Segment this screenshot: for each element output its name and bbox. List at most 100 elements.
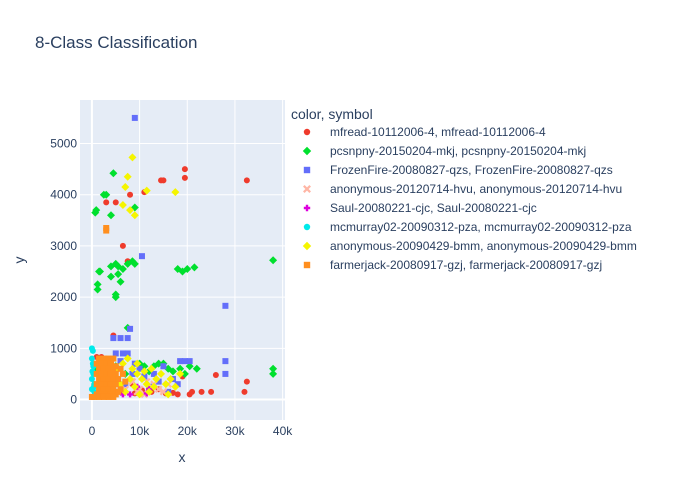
data-point (121, 183, 130, 192)
data-point (112, 350, 119, 357)
legend[interactable]: mfread-10112006-4, mfread-10112006-4 pcsn… (302, 125, 637, 272)
data-point (110, 376, 117, 383)
data-point (107, 370, 114, 377)
data-point (96, 376, 103, 383)
data-point (124, 350, 131, 357)
legend-item[interactable]: mcmurray02-20090312-pza, mcmurray02-2009… (303, 220, 632, 234)
data-point (105, 376, 112, 383)
data-point (133, 359, 142, 368)
data-point (150, 370, 157, 377)
data-point (131, 114, 138, 121)
data-point (96, 393, 103, 400)
data-point (106, 262, 115, 271)
legend-label: Saul-20080221-cjc, Saul-20080221-cjc (330, 201, 537, 215)
legend-marker (302, 241, 312, 251)
legend-item[interactable]: mfread-10112006-4, mfread-10112006-4 (303, 125, 546, 139)
data-point (100, 376, 107, 383)
legend-item[interactable]: Saul-20080221-cjc, Saul-20080221-cjc (303, 201, 537, 215)
data-point (174, 381, 181, 388)
data-point (103, 381, 110, 388)
data-point (269, 369, 278, 378)
data-point (110, 386, 117, 393)
data-point (130, 382, 139, 391)
data-point (176, 364, 185, 373)
data-point (181, 166, 188, 173)
legend-item[interactable]: FrozenFire-20080827-qzs, FrozenFire-2008… (303, 163, 613, 177)
data-point (88, 355, 95, 362)
data-point (208, 388, 215, 395)
data-point (160, 177, 167, 184)
x-tick-label: 40k (273, 424, 293, 438)
data-point (96, 365, 103, 372)
data-point (119, 370, 126, 377)
legend-marker (303, 128, 311, 136)
legend-marker (303, 223, 311, 231)
data-point (130, 259, 139, 268)
data-point (112, 199, 119, 206)
data-point (177, 358, 184, 365)
data-point (180, 369, 189, 378)
data-point (147, 364, 156, 373)
data-point (100, 365, 107, 372)
data-point (105, 355, 112, 362)
data-point (118, 359, 127, 368)
data-point (126, 206, 135, 215)
x-tick-labels: 0 10k 20k 30k 40k (89, 424, 294, 438)
legend-item[interactable]: anonymous-20120714-hvu, anonymous-201207… (303, 182, 622, 196)
legend-title: color, symbol (291, 106, 373, 122)
legend-label: mcmurray02-20090312-pza, mcmurray02-2009… (330, 220, 632, 234)
data-point (137, 375, 146, 384)
data-point (110, 393, 117, 400)
x-tick-label: 20k (178, 424, 198, 438)
data-point (100, 355, 107, 362)
legend-marker (302, 146, 312, 156)
x-tick-label: 30k (225, 424, 245, 438)
data-point (222, 370, 229, 377)
data-point (98, 360, 105, 367)
data-point (149, 382, 158, 391)
data-point (107, 381, 114, 388)
legend-label: farmerjack-20080917-gzj, farmerjack-2008… (330, 258, 602, 272)
legend-label: FrozenFire-20080827-qzs, FrozenFire-2008… (330, 163, 613, 177)
data-point (105, 386, 112, 393)
legend-label: anonymous-20090429-bmm, anonymous-200904… (330, 239, 637, 253)
data-point (105, 365, 112, 372)
legend-item[interactable]: anonymous-20090429-bmm, anonymous-200904… (302, 239, 637, 253)
data-point (241, 388, 248, 395)
data-point (186, 358, 193, 365)
legend-item[interactable]: pcsnpny-20150204-mkj, pcsnpny-20150204-m… (302, 144, 586, 158)
data-point (128, 153, 137, 162)
chart-title: 8-Class Classification (35, 33, 198, 52)
data-point (117, 335, 124, 342)
data-point (118, 200, 127, 209)
data-point (103, 360, 110, 367)
legend-marker (303, 185, 311, 193)
legend-label: mfread-10112006-4, mfread-10112006-4 (330, 125, 546, 139)
data-point (127, 391, 134, 398)
data-point (109, 169, 118, 178)
legend-marker (303, 261, 311, 269)
data-point (155, 378, 162, 385)
data-point (93, 280, 102, 289)
data-point (166, 375, 175, 384)
data-point (190, 263, 199, 272)
data-point (110, 335, 117, 342)
y-tick-labels: 0 1000 2000 3000 4000 5000 (50, 137, 77, 407)
data-point (171, 188, 180, 197)
data-point (243, 378, 250, 385)
data-point (135, 390, 144, 399)
data-point (105, 393, 112, 400)
data-points (88, 114, 278, 400)
data-point (189, 388, 196, 395)
data-point (89, 347, 96, 354)
data-point (269, 256, 278, 265)
data-point (117, 358, 124, 365)
data-point (222, 302, 229, 309)
data-point (100, 393, 107, 400)
legend-item[interactable]: farmerjack-20080917-gzj, farmerjack-2008… (303, 258, 602, 272)
data-point (98, 381, 105, 388)
data-point (93, 360, 100, 367)
data-point (174, 391, 181, 398)
legend-label: anonymous-20120714-hvu, anonymous-201207… (330, 182, 622, 196)
data-point (93, 285, 102, 294)
